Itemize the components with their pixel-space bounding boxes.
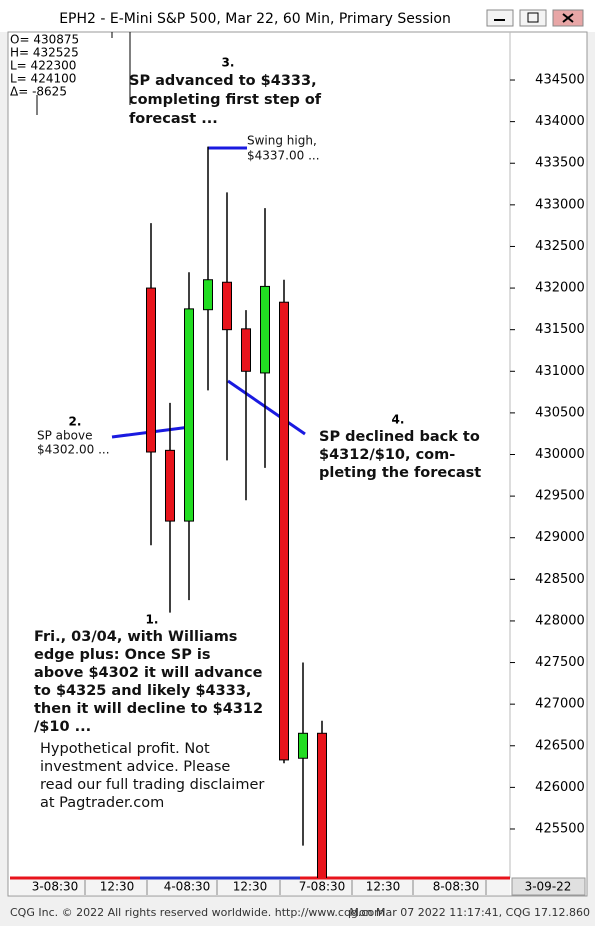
x-tick-label: 3-08:30 (32, 880, 79, 894)
x-tick-label: 12:30 (233, 880, 268, 894)
y-tick-label: 429500 (535, 489, 585, 504)
annotation-text: SP advanced to $4333, (129, 73, 317, 89)
window-title: EPH2 - E-Mini S&P 500, Mar 22, 60 Min, P… (59, 11, 451, 27)
date-box (511, 877, 586, 896)
y-tick-label: 427500 (535, 655, 585, 670)
annotation-text: forecast ... (129, 111, 218, 127)
y-tick-label: 429000 (535, 530, 585, 545)
candle-body (146, 287, 156, 453)
chart-area (7, 31, 588, 897)
annotation-text: $4302.00 ... (37, 443, 110, 457)
annotation-text: /$10 ... (34, 719, 91, 735)
annotation-text: at Pagtrader.com (40, 795, 164, 811)
y-tick-label: 434500 (535, 73, 585, 88)
y-tick-label: 431000 (535, 364, 585, 379)
annotation-number: 2. (69, 415, 82, 429)
candle-body (222, 281, 232, 331)
x-tick-label: 12:30 (100, 880, 135, 894)
annotation-text: $4337.00 ... (247, 149, 320, 163)
annotation-text: investment advice. Please (40, 759, 230, 775)
annotation-text: $4312/$10, com- (319, 447, 455, 463)
candle-body (298, 732, 308, 759)
annotation-line (227, 379, 306, 436)
info-line: H= 432525 (10, 46, 79, 60)
info-line: L= 422300 (10, 59, 76, 73)
annotation-text: Fri., 03/04, with Williams (34, 629, 237, 645)
info-line: O= 430875 (10, 33, 79, 47)
candle-body (279, 301, 289, 761)
current-date: 3-09-22 (525, 880, 572, 894)
candle-body (165, 449, 175, 522)
annotation-text: completing first step of (129, 92, 322, 108)
candles (146, 146, 327, 878)
x-tick-label: 7-08:30 (299, 880, 346, 894)
candle-body (203, 279, 213, 311)
x-axis-bar (10, 878, 510, 895)
footer-left: CQG Inc. © 2022 All rights reserved worl… (10, 906, 385, 919)
annotation-text: Hypothetical profit. Not (40, 741, 210, 757)
y-tick-label: 433500 (535, 156, 585, 171)
annotation-text: then it will decline to $4312 (34, 701, 263, 717)
maximize-button[interactable] (519, 9, 547, 27)
y-tick-label: 426000 (535, 780, 585, 795)
annotation-text: SP declined back to (319, 429, 480, 445)
y-tick-label: 428500 (535, 572, 585, 587)
y-tick-label: 432500 (535, 239, 585, 254)
y-tick-label: 430500 (535, 405, 585, 420)
annotation-text: above $4302 it will advance (34, 665, 263, 681)
candle-body (241, 328, 251, 372)
y-tick-label: 425500 (535, 821, 585, 836)
annotation-text: Swing high, (247, 134, 317, 148)
annotation-text: pleting the forecast (319, 465, 481, 481)
y-tick-label: 434000 (535, 114, 585, 129)
info-line: Δ= -8625 (10, 85, 67, 99)
y-tick-label: 427000 (535, 697, 585, 712)
y-tick-label: 432000 (535, 281, 585, 296)
y-tick-label: 431500 (535, 322, 585, 337)
annotation-text: read our full trading disclaimer (40, 777, 264, 793)
window-buttons[interactable] (486, 9, 584, 27)
footer-right: Mon Mar 07 2022 11:17:41, CQG 17.12.860 (349, 906, 590, 919)
annotation-text: to $4325 and likely $4333, (34, 683, 251, 699)
x-tick-label: 4-08:30 (164, 880, 211, 894)
x-tick-label: 12:30 (366, 880, 401, 894)
candle-body (317, 732, 327, 878)
y-tick-label: 428000 (535, 613, 585, 628)
y-tick-label: 430000 (535, 447, 585, 462)
y-tick-label: 426500 (535, 738, 585, 753)
annotation-number: 4. (392, 413, 405, 427)
y-tick-label: 433000 (535, 197, 585, 212)
candle-body (260, 285, 270, 374)
annotation-text: SP above (37, 429, 92, 443)
minimize-button[interactable] (486, 9, 514, 27)
annotation-text: edge plus: Once SP is (34, 647, 210, 663)
info-line: L= 424100 (10, 72, 76, 86)
annotation-number: 1. (146, 613, 159, 627)
candle-body (184, 308, 194, 522)
x-tick-label: 8-08:30 (433, 880, 480, 894)
annotation-number: 3. (222, 56, 235, 70)
